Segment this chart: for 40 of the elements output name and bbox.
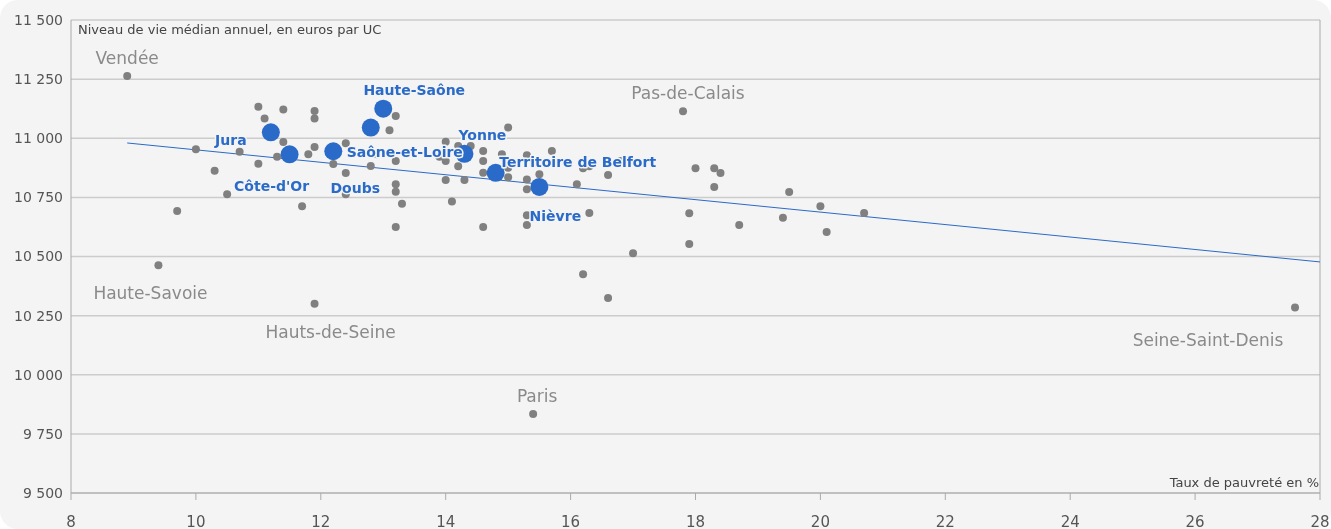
x-tick-label: 22 bbox=[935, 513, 955, 529]
x-tick-label: 14 bbox=[436, 513, 456, 529]
y-tick-label: 11 500 bbox=[14, 11, 63, 28]
y-tick-label: 10 750 bbox=[14, 189, 63, 206]
y-axis-title: Niveau de vie médian annuel, en euros par UC bbox=[78, 22, 382, 37]
y-tick-label: 10 500 bbox=[14, 248, 63, 265]
x-axis-title: Taux de pauvreté en % bbox=[1168, 475, 1319, 490]
point bbox=[324, 142, 343, 161]
annotation: Yonne bbox=[457, 126, 507, 143]
x-tick-label: 10 bbox=[186, 513, 206, 529]
y-tick-label: 11 000 bbox=[14, 130, 63, 147]
annotation: Haute-Saône bbox=[363, 81, 466, 98]
x-tick-label: 12 bbox=[311, 513, 331, 529]
y-tick-label: 11 250 bbox=[14, 71, 63, 88]
point bbox=[361, 118, 380, 137]
x-tick-label: 16 bbox=[561, 513, 581, 529]
x-tick-label: 28 bbox=[1310, 513, 1330, 529]
annotation: Haute-Savoie bbox=[93, 283, 208, 304]
annotation: Jura bbox=[214, 132, 247, 149]
annotation: Doubs bbox=[330, 180, 381, 197]
y-tick-label: 9 750 bbox=[22, 425, 63, 442]
annotation: Nièvre bbox=[529, 207, 582, 224]
point bbox=[374, 99, 393, 118]
annotation: Paris bbox=[516, 385, 558, 406]
point bbox=[280, 145, 299, 164]
y-tick-label: 10 250 bbox=[14, 307, 63, 324]
annotation: Seine-Saint-Denis bbox=[1132, 329, 1284, 350]
annotation: Vendée bbox=[95, 48, 159, 68]
point bbox=[261, 123, 280, 142]
point bbox=[530, 177, 549, 196]
y-tick-label: 10 000 bbox=[14, 366, 63, 383]
annotation: Côte-d'Or bbox=[234, 178, 310, 195]
annotation: Pas-de-Calais bbox=[631, 83, 745, 104]
x-tick-label: 8 bbox=[66, 513, 76, 529]
x-tick-label: 24 bbox=[1060, 513, 1080, 529]
x-tick-label: 18 bbox=[685, 513, 706, 529]
x-tick-label: 26 bbox=[1185, 513, 1205, 529]
y-tick-label: 9 500 bbox=[22, 484, 63, 501]
annotation: Hauts-de-Seine bbox=[265, 321, 396, 342]
x-tick-label: 20 bbox=[810, 513, 830, 529]
